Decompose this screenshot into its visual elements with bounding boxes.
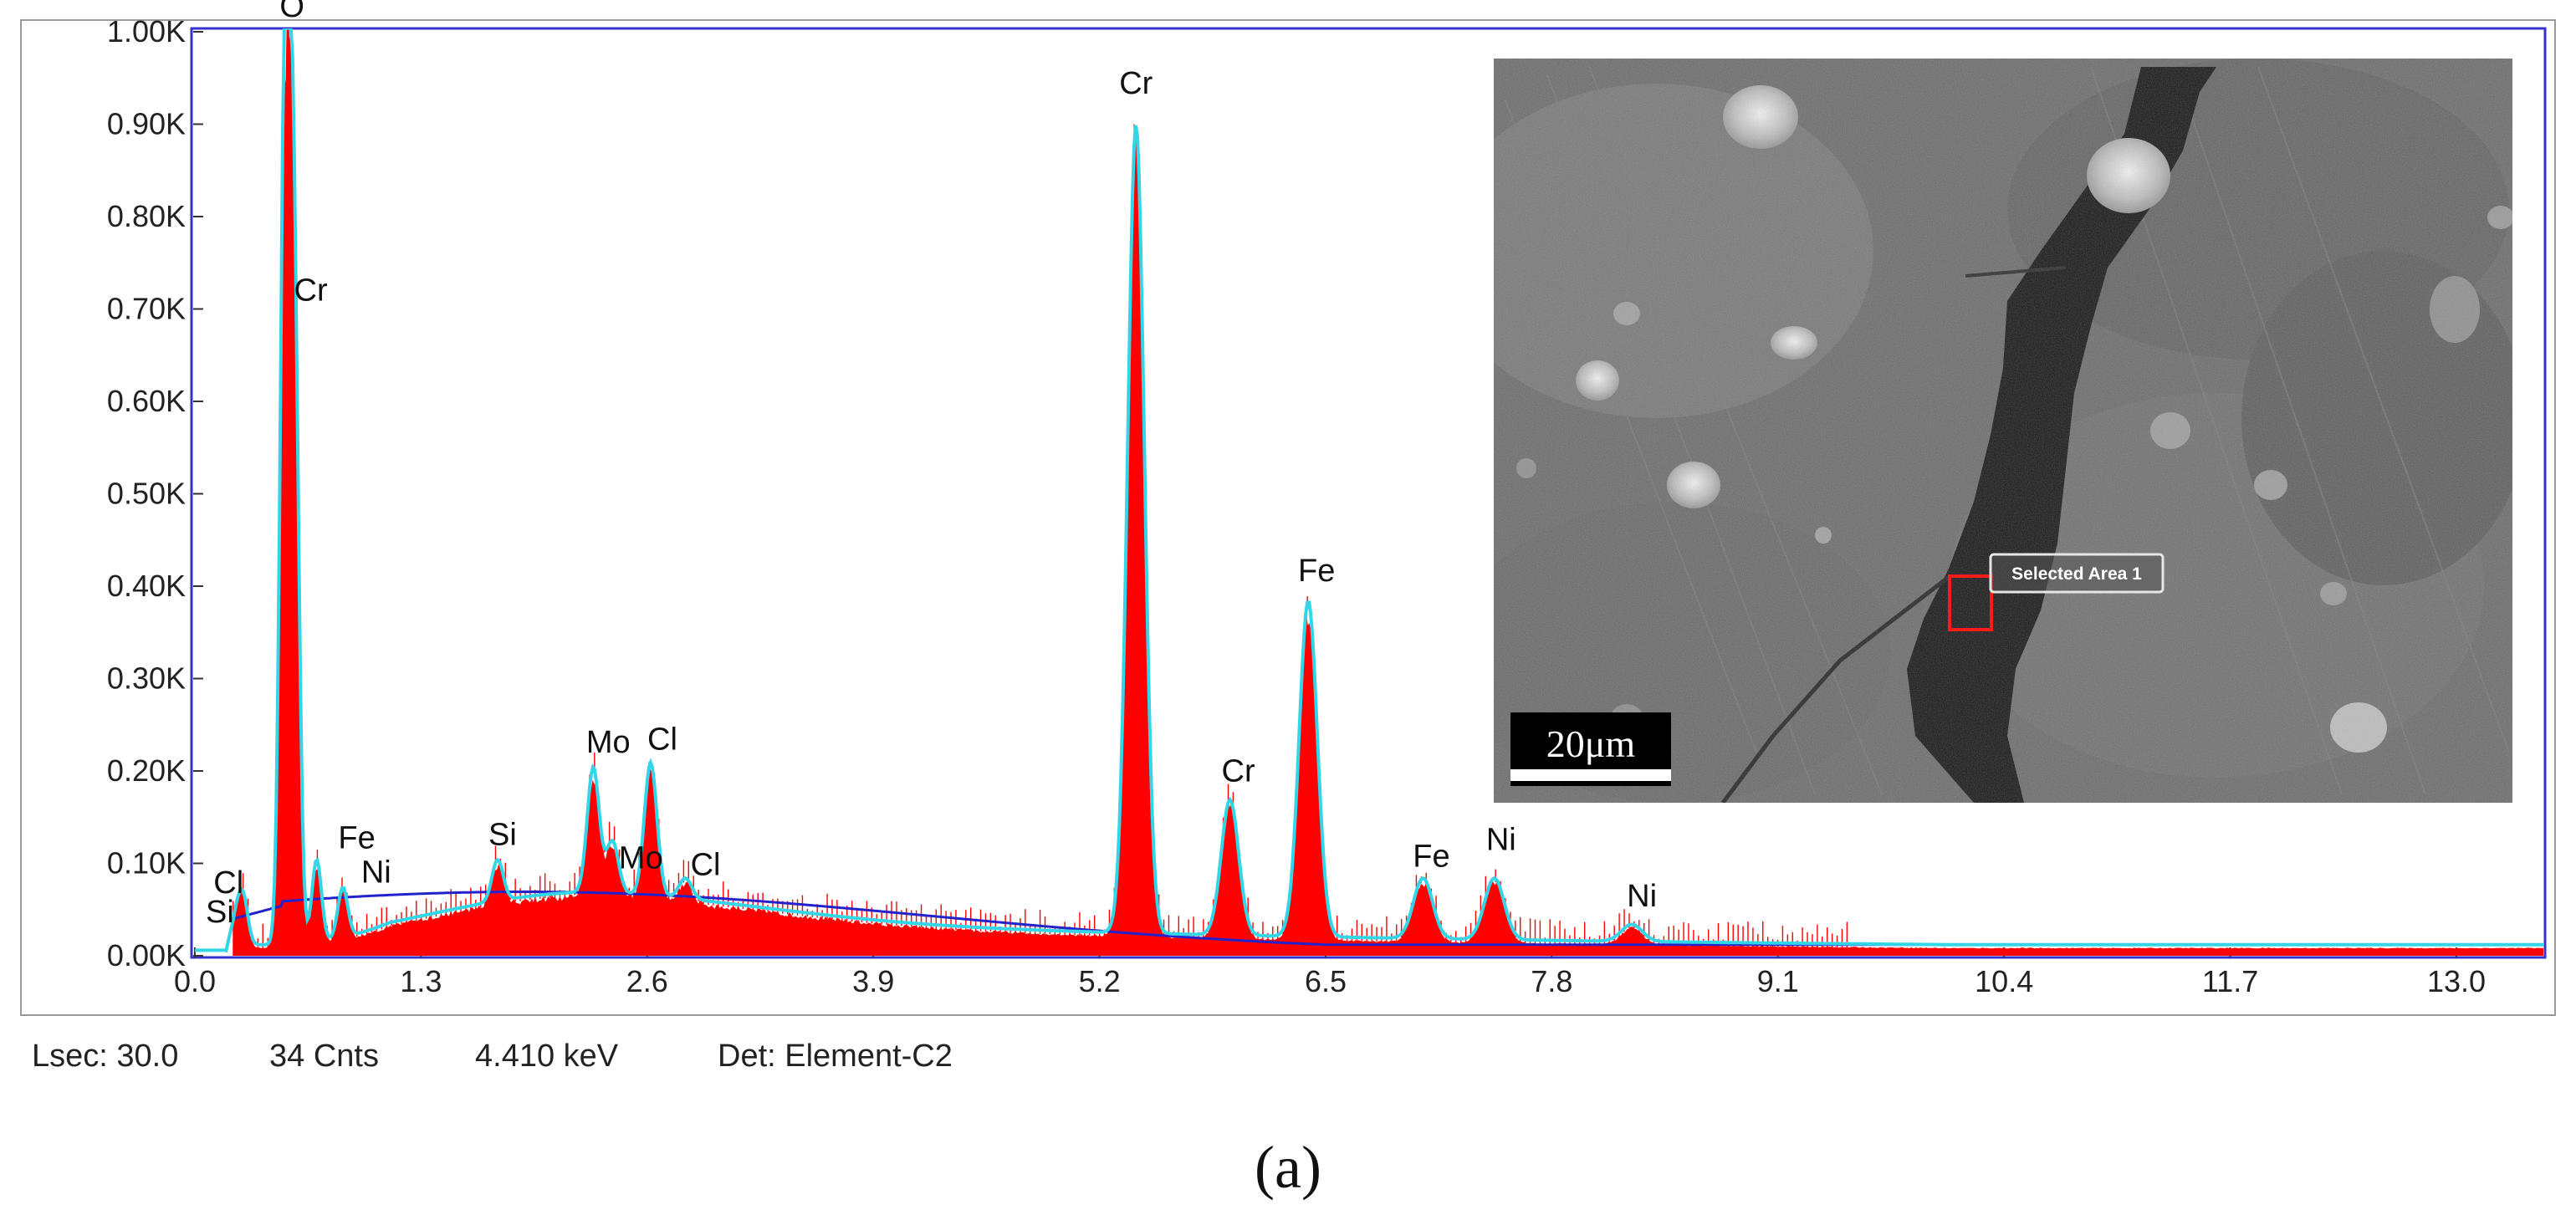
x-tick-label: 13.0 — [2427, 964, 2486, 998]
y-tick-label: 0.70K — [107, 292, 186, 326]
y-tick-label: 0.20K — [107, 753, 186, 788]
x-tick-label: 1.3 — [400, 964, 442, 998]
y-tick-label: 0.80K — [107, 199, 186, 233]
y-axis: 0.00K 0.10K 0.20K 0.30K 0.40K 0.50K 0.60K 0.70K… — [107, 14, 203, 972]
selected-area-label: Selected Area 1 — [2011, 564, 2142, 584]
peak-label-mo: Mo — [619, 840, 663, 875]
x-tick-label: 11.7 — [2202, 964, 2258, 998]
peak-label-cl: Cl — [213, 865, 243, 901]
peak-label-cr: Cr — [1119, 66, 1153, 101]
x-tick-label: 0.0 — [174, 964, 216, 998]
x-tick-label: 7.8 — [1531, 964, 1572, 998]
peak-label-cr: Cr — [294, 273, 328, 309]
peak-label-o: O — [279, 0, 304, 24]
x-axis: 0.0 1.3 2.6 3.9 5.2 6.5 7.8 9.1 10.4 11.7 13.0 — [174, 947, 2486, 998]
peak-label-fe: Fe — [338, 821, 375, 856]
y-tick-label: 0.10K — [107, 846, 186, 881]
x-tick-label: 2.6 — [626, 964, 668, 998]
peak-label-si: Si — [206, 895, 234, 930]
y-tick-label: 0.60K — [107, 384, 186, 418]
peak-label-ni: Ni — [361, 855, 391, 891]
y-tick-label: 0.30K — [107, 661, 186, 696]
counts-readout: 34 Cnts — [269, 1039, 379, 1074]
y-tick-label: 0.90K — [107, 107, 186, 141]
x-tick-label: 6.5 — [1305, 964, 1347, 998]
scale-bar-label: 20μm — [1546, 722, 1636, 765]
fit-line — [195, 28, 2543, 952]
x-tick-label: 9.1 — [1757, 964, 1799, 998]
selected-area-box — [1948, 574, 1993, 631]
selected-area-tag — [1989, 553, 2165, 594]
x-tick-label: 3.9 — [852, 964, 894, 998]
y-tick-label: 0.50K — [107, 477, 186, 511]
scale-bar — [1510, 769, 1671, 781]
peak-label-mo: Mo — [586, 725, 631, 760]
peak-label-fe: Fe — [1413, 840, 1449, 875]
x-tick-label: 5.2 — [1079, 964, 1121, 998]
y-tick-label: 0.00K — [107, 938, 186, 972]
peak-label-si: Si — [488, 818, 517, 853]
energy-readout: 4.410 keV — [475, 1039, 619, 1074]
peak-label-cl: Cl — [647, 722, 677, 757]
peak-label-ni: Ni — [1486, 823, 1516, 858]
peak-label-cl: Cl — [691, 848, 721, 883]
chart-outer-frame — [20, 19, 2556, 1016]
sem-inset-image: Selected Area 1 20μm — [1494, 59, 2512, 803]
x-tick-label: 10.4 — [1975, 964, 2033, 998]
peak-label-fe: Fe — [1298, 554, 1335, 589]
peak-label-ni: Ni — [1627, 879, 1657, 914]
peak-label-cr: Cr — [1222, 754, 1255, 789]
detector-readout: Det: Element-C2 — [718, 1039, 953, 1074]
y-tick-label: 1.00K — [107, 14, 186, 48]
figure-caption: (a) — [1255, 1134, 1321, 1201]
live-time-readout: Lsec: 30.0 — [32, 1039, 179, 1074]
y-tick-label: 0.40K — [107, 569, 186, 603]
